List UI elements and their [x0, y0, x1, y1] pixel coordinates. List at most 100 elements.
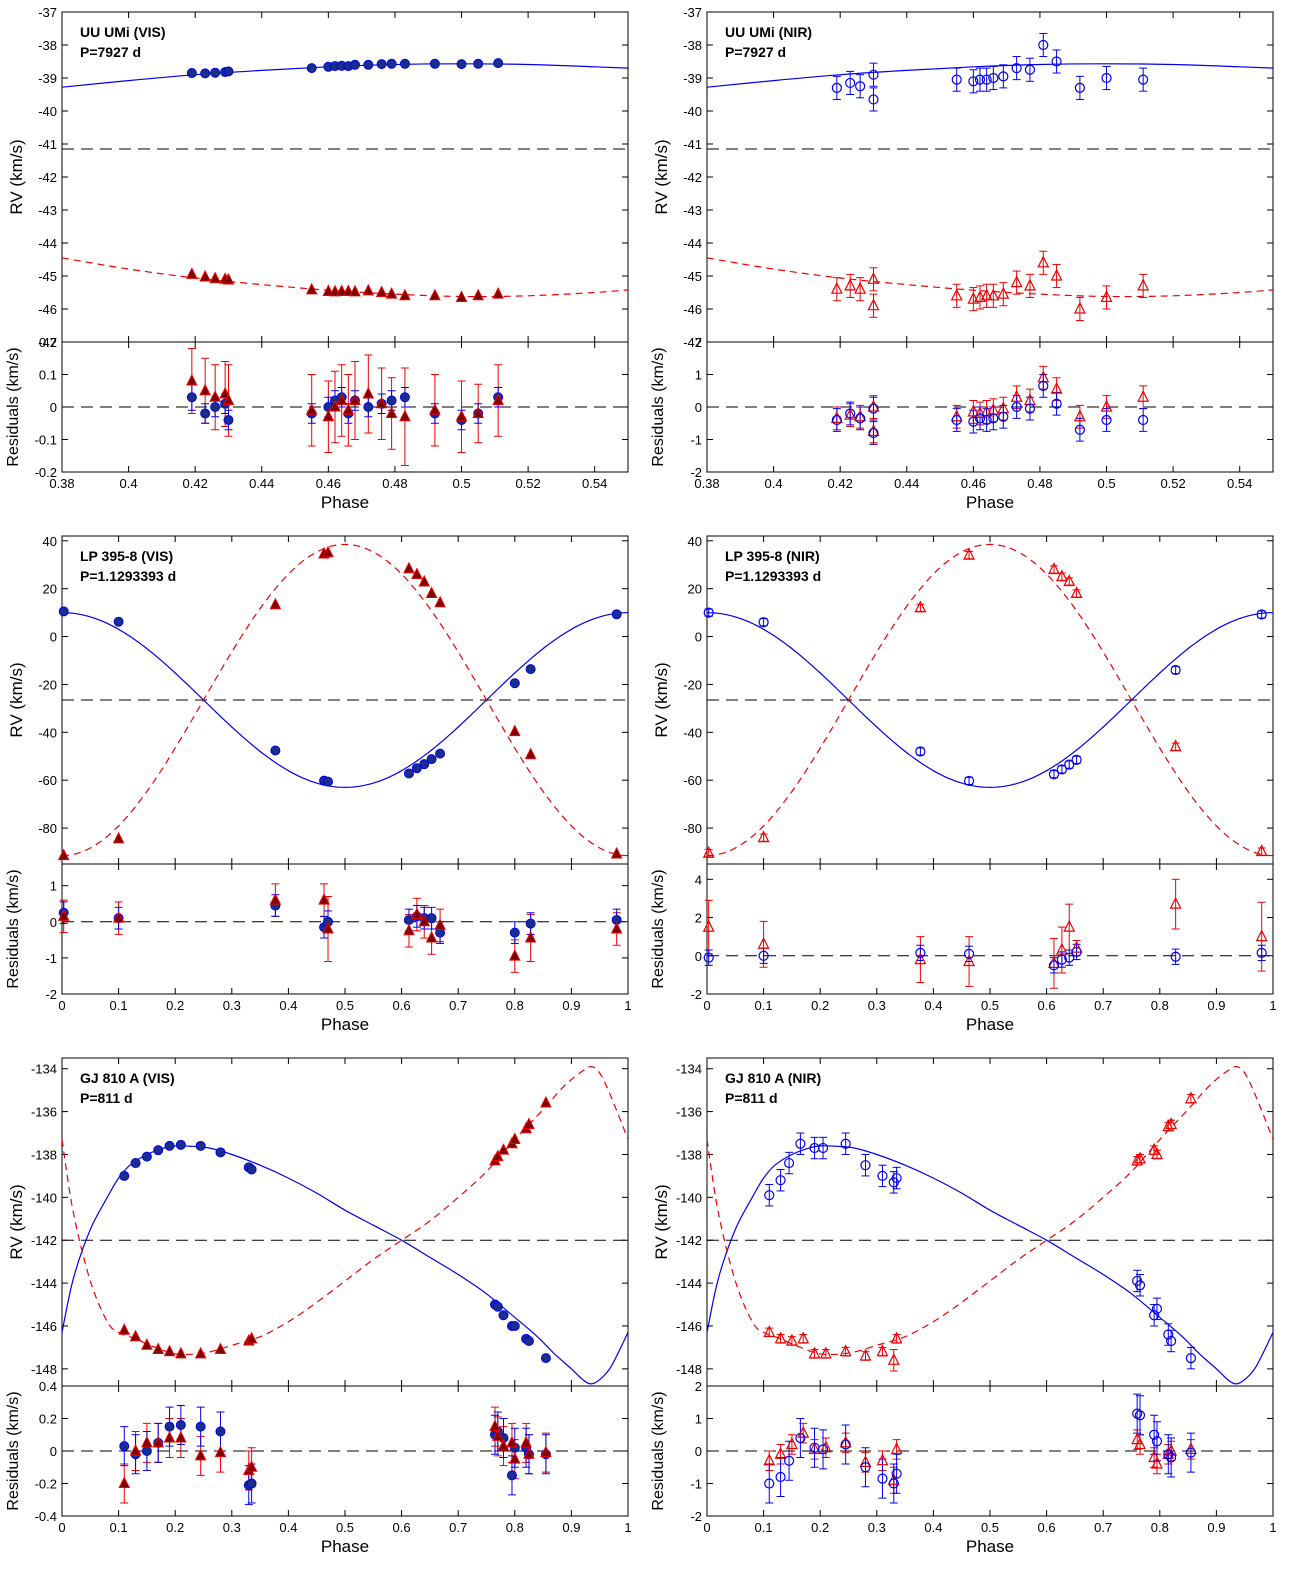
- secondary-rv-point: [887, 1352, 900, 1365]
- primary-residual-point: [175, 1420, 186, 1430]
- x-tick-label: 0.6: [393, 998, 411, 1013]
- secondary-residual-point: [418, 914, 431, 927]
- secondary-residual-point: [763, 1453, 776, 1466]
- x-tick-label: 0.4: [120, 476, 138, 491]
- x-tick-label: 0.46: [316, 476, 341, 491]
- res-tick-label: -1: [690, 433, 702, 448]
- primary-residual-point: [891, 1468, 902, 1479]
- x-tick-label: 0.9: [562, 1520, 580, 1535]
- primary-rv-point: [493, 58, 504, 69]
- y-tick-label: -39: [38, 71, 57, 86]
- y-tick-label: 40: [688, 534, 702, 549]
- primary-residual-point: [764, 1478, 775, 1489]
- y-tick-label: -140: [31, 1190, 57, 1205]
- primary-residual-point: [1011, 401, 1022, 413]
- secondary-residual-point: [429, 403, 441, 415]
- secondary-residual-point: [1100, 399, 1113, 412]
- x-tick-label: 0.46: [961, 476, 986, 491]
- primary-model-curve: [62, 612, 628, 789]
- y-tick-label: -138: [31, 1147, 57, 1162]
- primary-residual-point: [186, 392, 197, 403]
- primary-rv-point: [868, 94, 879, 105]
- res-tick-label: 2: [695, 1379, 702, 1394]
- y-tick-label: -146: [31, 1319, 57, 1334]
- x-tick-label: 0.1: [755, 998, 773, 1013]
- primary-residual-point: [215, 1426, 226, 1437]
- x-tick-label: 0.5: [336, 998, 354, 1013]
- x-tick-label: 0.3: [868, 998, 886, 1013]
- primary-rv-point: [795, 1138, 806, 1149]
- secondary-rv-point: [839, 1344, 852, 1357]
- x-tick-label: 0.6: [393, 1520, 411, 1535]
- x-tick-label: 0.7: [449, 1520, 467, 1535]
- primary-residual-point: [246, 1478, 257, 1489]
- y-tick-label: -148: [676, 1362, 702, 1377]
- primary-rv-point: [195, 1140, 206, 1151]
- x-tick-label: 0.7: [449, 998, 467, 1013]
- secondary-residual-point: [342, 403, 355, 415]
- secondary-rv-point: [967, 291, 980, 304]
- secondary-residual-point: [508, 1452, 521, 1464]
- x-axis-label: Phase: [966, 1015, 1014, 1034]
- primary-residual-point: [783, 1455, 795, 1466]
- x-tick-label: 1: [624, 998, 631, 1013]
- secondary-rv-point: [1100, 290, 1113, 303]
- secondary-model-curve: [707, 543, 1273, 857]
- secondary-rv-point: [808, 1346, 821, 1359]
- panel-period: P=811 d: [80, 1090, 133, 1106]
- primary-rv-point: [525, 664, 536, 675]
- y-tick-label: -20: [38, 677, 57, 692]
- x-axis-label: Phase: [966, 493, 1014, 512]
- res-tick-label: -0.2: [35, 1477, 57, 1492]
- secondary-residual-point: [112, 911, 125, 923]
- secondary-rv-point: [129, 1329, 142, 1342]
- y-tick-label: -134: [676, 1062, 702, 1077]
- secondary-residual-point: [523, 1447, 535, 1459]
- res-tick-label: 1: [695, 368, 702, 383]
- primary-rv-point: [1151, 1303, 1163, 1314]
- secondary-rv-point: [830, 281, 843, 294]
- primary-rv-point: [403, 768, 414, 779]
- primary-rv-point: [200, 68, 211, 79]
- secondary-rv-point: [194, 1346, 207, 1359]
- primary-rv-point: [968, 76, 979, 87]
- y-tick-label: -37: [38, 5, 57, 20]
- rv-axis-label: RV (km/s): [7, 139, 26, 214]
- secondary-residual-point: [209, 390, 221, 402]
- x-tick-label: 0.38: [49, 476, 74, 491]
- secondary-rv-point: [1023, 278, 1036, 291]
- res-tick-label: -0.2: [35, 465, 57, 480]
- secondary-rv-point: [1063, 574, 1076, 587]
- y-tick-label: -46: [38, 302, 57, 317]
- residual-axis-label: Residuals (km/s): [5, 1391, 22, 1510]
- primary-rv-point: [915, 746, 926, 757]
- secondary-rv-point: [418, 574, 431, 587]
- primary-residual-point: [509, 927, 520, 938]
- y-tick-label: -42: [38, 170, 57, 185]
- res-tick-label: -0.1: [35, 433, 57, 448]
- secondary-rv-point: [610, 846, 623, 859]
- secondary-residual-point: [335, 393, 348, 405]
- res-tick-label: 0.2: [39, 335, 57, 350]
- x-tick-label: 1: [1269, 1520, 1276, 1535]
- y-tick-label: -40: [683, 725, 702, 740]
- panel-title: GJ 810 A (NIR): [725, 1070, 821, 1086]
- secondary-residual-point: [1134, 1437, 1146, 1450]
- secondary-residual-point: [1137, 389, 1150, 402]
- secondary-rv-point: [186, 267, 198, 279]
- secondary-residual-point: [1070, 940, 1083, 953]
- x-tick-label: 0.48: [1027, 476, 1052, 491]
- primary-rv-point: [860, 1160, 871, 1171]
- secondary-residual-point: [1050, 381, 1063, 394]
- residual-axis-label: Residuals (km/s): [5, 869, 22, 988]
- primary-residual-point: [860, 1462, 871, 1473]
- secondary-rv-point: [152, 1342, 165, 1355]
- primary-rv-point: [1101, 72, 1112, 84]
- secondary-residual-point: [757, 936, 770, 949]
- primary-rv-point: [130, 1158, 141, 1169]
- primary-rv-point: [119, 1170, 130, 1181]
- primary-rv-point: [1138, 74, 1149, 85]
- secondary-residual-point: [1073, 409, 1086, 422]
- primary-residual-point: [525, 918, 536, 929]
- primary-residual-point: [1024, 403, 1036, 414]
